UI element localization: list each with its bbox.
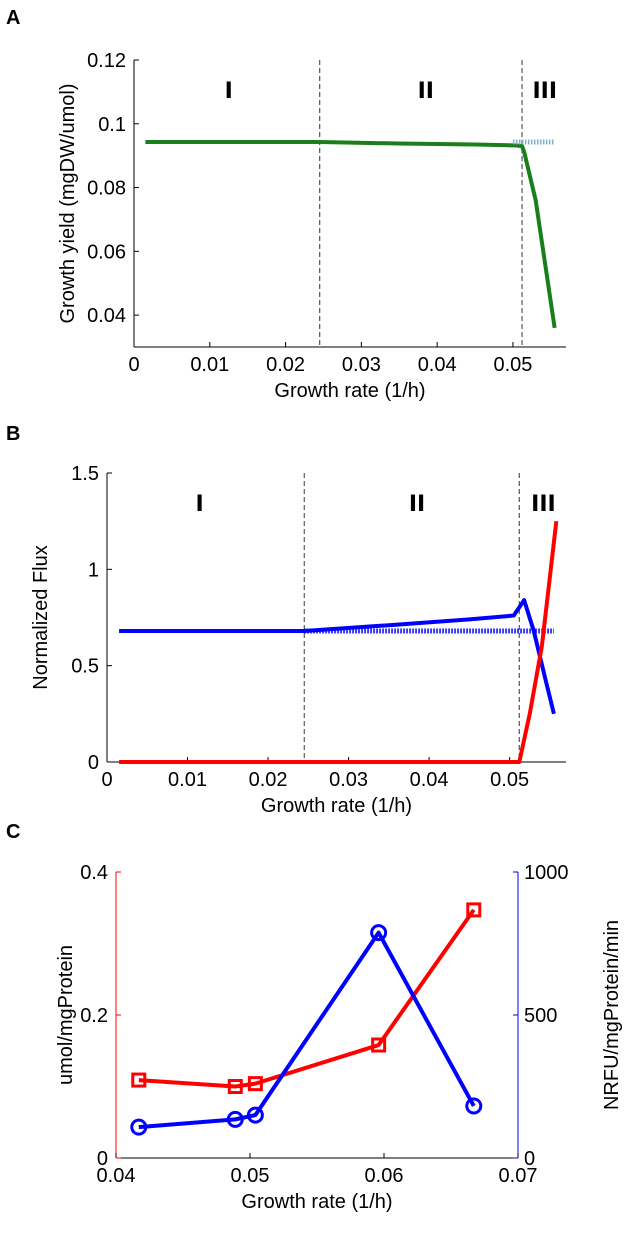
data-point-square [466,902,482,918]
series-line-1 [145,139,557,329]
x-tick-label: 0.02 [249,769,288,791]
region-label: I [196,492,204,517]
x-tick-label: 0.05 [231,1165,270,1187]
x-axis-label: Growth rate (1/h) [274,380,425,402]
x-tick-label: 0.02 [266,354,305,376]
y-tick-label: 0.1 [98,114,126,136]
y-axis-right-label: NRFU/mgProtein/min [601,920,623,1110]
y-tick-label: 0.04 [87,305,126,327]
data-point-circle [246,1106,264,1124]
x-tick-label: 0 [128,354,139,376]
series-line-1 [138,908,476,1089]
y-axis-label: umol/mgProtein [55,945,77,1085]
data-point-circle [130,1118,148,1136]
data-point-circle [370,924,388,942]
x-tick-label: 0 [101,769,112,791]
panel-b-chart: 0 0.01 0.02 0.03 0.04 0.05 0 0.5 1 1.5 Growth rate… [30,463,566,817]
panel-letter-a: A [6,7,20,29]
panel-letter-c: C [6,821,20,843]
y-tick-label: 0 [97,1148,108,1170]
region-label: III [532,79,557,104]
series-line-2 [138,930,476,1130]
x-tick-label: 0.04 [410,769,449,791]
y-tick-right-label: 500 [524,1005,557,1027]
y-tick-right-label: 0 [524,1148,535,1170]
y-tick-label: 0.08 [87,178,126,200]
data-point-square [247,1076,263,1092]
x-tick-label: 0.06 [365,1165,404,1187]
data-point-square [371,1037,387,1053]
x-tick-label: 0.07 [499,1165,538,1187]
y-tick-label: 0.5 [71,656,99,678]
y-tick-label: 0.4 [80,862,108,884]
region-label: III [531,492,556,517]
x-tick-label: 0.01 [190,354,229,376]
x-tick-label: 0.05 [493,354,532,376]
data-point-square [227,1079,243,1094]
x-tick-label: 0.03 [329,769,368,791]
panel-a-chart: 0 0.01 0.02 0.03 0.04 0.05 0.04 0.06 0.08 0.1 0.12… [57,50,566,402]
y-tick-label: 1.5 [71,463,99,485]
region-label: II [418,79,434,104]
y-tick-label: 0.2 [80,1005,108,1027]
y-axis-label: Normalized Flux [30,545,52,689]
x-tick-label: 0.01 [168,769,207,791]
y-tick-label: 0.12 [87,50,126,72]
y-tick-label: 0.06 [87,241,126,263]
panel-letter-b: B [6,423,20,445]
y-axis-label: Growth yield (mgDW/umol) [57,83,79,323]
y-tick-label: 0 [88,752,99,774]
data-point-square [131,1072,147,1088]
series-line-3 [119,520,559,764]
region-label: I [225,79,233,104]
x-axis-label: Growth rate (1/h) [261,795,412,817]
data-point-circle [226,1110,244,1128]
x-tick-label: 0.05 [490,769,529,791]
x-axis-label: Growth rate (1/h) [241,1191,392,1213]
y-tick-right-label: 1000 [524,862,569,884]
y-tick-label: 1 [88,559,99,581]
x-tick-label: 0.04 [418,354,457,376]
data-point-circle [465,1097,483,1115]
x-tick-label: 0.04 [97,1165,136,1187]
x-tick-label: 0.03 [342,354,381,376]
region-label: II [409,492,425,517]
series-line-2 [119,598,556,715]
